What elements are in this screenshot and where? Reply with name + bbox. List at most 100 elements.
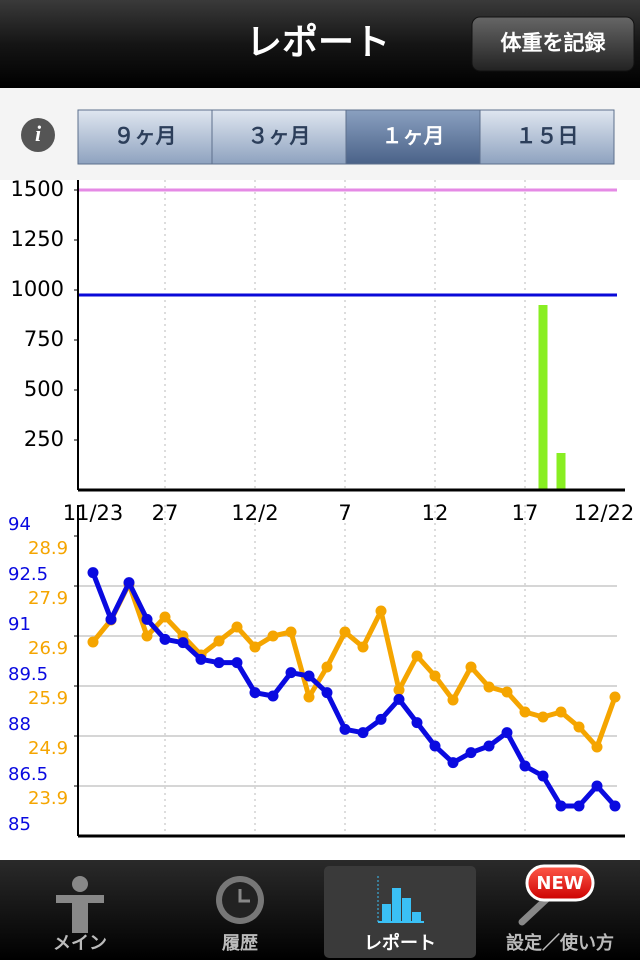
x-tick-label: 11/23 xyxy=(63,501,124,525)
segment[interactable] xyxy=(479,109,615,165)
data-point xyxy=(249,687,261,699)
header-title: レポート xyxy=(246,21,390,63)
data-point xyxy=(411,717,423,729)
tab-icon[interactable] xyxy=(382,904,391,922)
segment[interactable] xyxy=(345,109,481,165)
data-point xyxy=(321,687,333,699)
data-point xyxy=(231,621,243,633)
x-tick-label: 17 xyxy=(512,501,539,525)
data-point xyxy=(591,741,603,753)
data-point xyxy=(555,706,567,718)
segment[interactable] xyxy=(211,109,347,165)
data-point xyxy=(357,641,369,653)
data-point xyxy=(375,713,387,725)
data-point xyxy=(231,657,243,669)
data-point xyxy=(339,723,351,735)
y-tick-label: 91 xyxy=(8,614,31,635)
data-point xyxy=(285,626,297,638)
y-tick-label: 89.5 xyxy=(8,664,48,685)
data-point xyxy=(447,694,459,706)
data-line xyxy=(90,571,617,809)
segment-label[interactable]: １５日 xyxy=(516,124,579,148)
y-tick-label: 92.5 xyxy=(8,564,48,585)
data-point xyxy=(393,684,405,696)
y-tick-label: 1000 xyxy=(11,277,64,301)
data-point xyxy=(501,686,513,698)
y2-tick-label: 25.9 xyxy=(28,688,68,709)
y2-tick-label: 28.9 xyxy=(28,538,68,559)
data-point xyxy=(177,637,189,649)
y-tick-label: 1250 xyxy=(11,227,64,251)
data-point xyxy=(609,691,621,703)
y-tick-label: 88 xyxy=(8,714,31,735)
data-point xyxy=(285,667,297,679)
data-point xyxy=(465,747,477,759)
data-point xyxy=(393,693,405,705)
data-point xyxy=(213,635,225,647)
segment-label[interactable]: １ヶ月 xyxy=(382,124,445,148)
bar xyxy=(538,305,548,490)
y-tick-label: 750 xyxy=(24,327,64,351)
y-tick-label: 500 xyxy=(24,377,64,401)
tab-icon[interactable] xyxy=(392,888,401,922)
data-point xyxy=(429,670,441,682)
data-point xyxy=(591,780,603,792)
data-point xyxy=(159,633,171,645)
y-tick-label: 94 xyxy=(8,514,31,535)
data-point xyxy=(573,721,585,733)
plot-background xyxy=(78,180,625,490)
tab-label[interactable]: 設定／使い方 xyxy=(506,932,614,954)
bar xyxy=(556,453,566,490)
data-line xyxy=(91,581,618,750)
record-button[interactable] xyxy=(471,16,635,72)
segment-label[interactable]: ３ヶ月 xyxy=(248,124,311,148)
tab-icon[interactable] xyxy=(238,889,250,903)
x-tick-label: 12 xyxy=(422,501,449,525)
y2-tick-label: 23.9 xyxy=(28,788,68,809)
info-icon-glyph[interactable]: i xyxy=(35,121,42,146)
y-tick-label: 85 xyxy=(8,814,31,835)
data-point xyxy=(465,661,477,673)
data-point xyxy=(249,641,261,653)
data-point xyxy=(537,770,549,782)
tab-icon[interactable] xyxy=(412,912,421,922)
data-point xyxy=(447,757,459,769)
tab-label[interactable]: レポート xyxy=(364,932,436,954)
x-tick-label: 12/22 xyxy=(574,501,635,525)
tab-label[interactable]: 履歴 xyxy=(222,933,258,954)
data-point xyxy=(537,711,549,723)
segment-label[interactable]: ９ヶ月 xyxy=(114,124,177,148)
segment[interactable] xyxy=(77,109,213,165)
y2-tick-label: 26.9 xyxy=(28,638,68,659)
y2-tick-label: 24.9 xyxy=(28,738,68,759)
data-point xyxy=(429,740,441,752)
tab-icon[interactable] xyxy=(402,898,411,922)
new-badge-label[interactable]: NEW xyxy=(536,873,583,894)
tab-label[interactable]: メイン xyxy=(53,933,107,954)
info-icon[interactable] xyxy=(21,118,55,152)
new-badge[interactable] xyxy=(525,864,595,902)
record-button-label[interactable]: 体重を記録 xyxy=(501,31,607,55)
data-point xyxy=(609,800,621,812)
data-point xyxy=(105,613,117,625)
data-point xyxy=(411,650,423,662)
data-point xyxy=(141,613,153,625)
data-point xyxy=(573,800,585,812)
tab-icon[interactable] xyxy=(72,876,88,892)
y2-tick-label: 27.9 xyxy=(28,588,68,609)
tab-icon[interactable] xyxy=(56,895,104,933)
data-point xyxy=(483,740,495,752)
data-point xyxy=(267,630,279,642)
data-point xyxy=(321,661,333,673)
data-point xyxy=(87,636,99,648)
y-tick-label: 250 xyxy=(24,427,64,451)
data-point xyxy=(519,760,531,772)
data-point xyxy=(87,567,99,579)
x-tick-label: 7 xyxy=(338,501,351,525)
data-point xyxy=(123,577,135,589)
data-point xyxy=(375,605,387,617)
x-tick-label: 27 xyxy=(152,501,179,525)
data-point xyxy=(159,611,171,623)
